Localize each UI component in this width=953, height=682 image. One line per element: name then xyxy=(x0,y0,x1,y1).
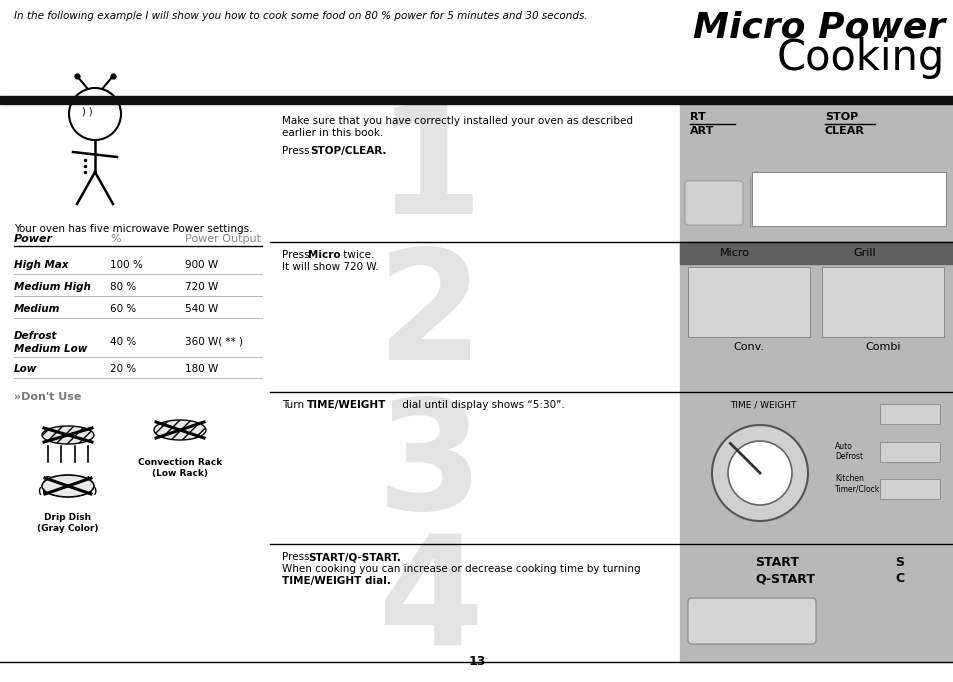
Bar xyxy=(679,242,953,264)
FancyBboxPatch shape xyxy=(687,598,815,644)
Bar xyxy=(821,267,943,337)
Text: Drip Dish: Drip Dish xyxy=(45,513,91,522)
Circle shape xyxy=(727,441,791,505)
Text: 1: 1 xyxy=(376,98,482,246)
Text: 360 W( ** ): 360 W( ** ) xyxy=(185,337,243,347)
Text: Micro: Micro xyxy=(308,250,340,260)
Ellipse shape xyxy=(153,420,206,440)
Text: (High Rack): (High Rack) xyxy=(38,487,97,496)
Text: Press: Press xyxy=(282,146,313,156)
Text: (Gray Color): (Gray Color) xyxy=(37,524,99,533)
Text: 13: 13 xyxy=(468,655,485,668)
Text: TIME/WEIGHT dial.: TIME/WEIGHT dial. xyxy=(282,576,391,586)
Text: ) ): ) ) xyxy=(82,107,92,117)
Text: %: % xyxy=(110,234,120,244)
Text: 20 %: 20 % xyxy=(110,364,136,374)
Bar xyxy=(879,479,939,499)
Text: Cooking: Cooking xyxy=(776,37,944,79)
Ellipse shape xyxy=(42,426,94,444)
Text: TIME / WEIGHT: TIME / WEIGHT xyxy=(729,400,796,409)
Text: 40 %: 40 % xyxy=(110,337,136,347)
Text: High Max: High Max xyxy=(14,260,69,270)
Text: When cooking you can increase or decrease cooking time by turning: When cooking you can increase or decreas… xyxy=(282,564,640,574)
Text: Low: Low xyxy=(14,364,37,374)
Bar xyxy=(679,544,953,662)
Bar xyxy=(687,267,809,337)
Bar xyxy=(879,442,939,462)
Text: 900 W: 900 W xyxy=(185,260,218,270)
Text: 80 %: 80 % xyxy=(110,282,136,292)
Text: 100 %: 100 % xyxy=(110,260,143,270)
Text: Combi: Combi xyxy=(864,342,900,352)
Text: Make sure that you have correctly installed your oven as described: Make sure that you have correctly instal… xyxy=(282,116,633,126)
Text: Micro: Micro xyxy=(720,248,749,258)
Text: Convection Rack: Convection Rack xyxy=(138,458,222,467)
Text: Medium Low: Medium Low xyxy=(14,344,88,354)
Text: Q-START: Q-START xyxy=(754,572,814,585)
Text: Auto
Defrost: Auto Defrost xyxy=(834,442,862,462)
Text: Grill Rack: Grill Rack xyxy=(44,476,92,485)
Bar xyxy=(751,172,945,226)
Text: Conv.: Conv. xyxy=(733,342,763,352)
Text: Medium High: Medium High xyxy=(14,282,91,292)
Text: CLEAR: CLEAR xyxy=(824,126,864,136)
Text: Micro Power: Micro Power xyxy=(692,10,944,44)
Text: START/Q-START.: START/Q-START. xyxy=(308,552,400,562)
Text: STOP: STOP xyxy=(824,112,858,122)
Text: START: START xyxy=(754,556,799,569)
Text: TIME/WEIGHT: TIME/WEIGHT xyxy=(307,400,386,410)
Text: In the following example I will show you how to cook some food on 80 % power for: In the following example I will show you… xyxy=(14,11,587,21)
Text: RT: RT xyxy=(689,112,705,122)
Text: Power Output: Power Output xyxy=(185,234,261,244)
Text: Turn: Turn xyxy=(282,400,307,410)
Text: STOP/CLEAR.: STOP/CLEAR. xyxy=(310,146,386,156)
Text: Kitchen
Timer/Clock: Kitchen Timer/Clock xyxy=(834,474,880,493)
Text: Press: Press xyxy=(282,552,313,562)
Text: (Low Rack): (Low Rack) xyxy=(152,469,208,478)
Text: Power: Power xyxy=(14,234,53,244)
Bar xyxy=(679,242,953,392)
Text: 720 W: 720 W xyxy=(185,282,218,292)
Text: ART: ART xyxy=(689,126,714,136)
Text: twice.: twice. xyxy=(339,250,374,260)
Text: 540 W: 540 W xyxy=(185,304,218,314)
Text: Your oven has five microwave Power settings.: Your oven has five microwave Power setti… xyxy=(14,224,253,234)
Text: 3: 3 xyxy=(376,394,482,542)
Bar xyxy=(0,96,953,104)
Text: 180 W: 180 W xyxy=(185,364,218,374)
Text: 4: 4 xyxy=(376,529,482,677)
Text: 2: 2 xyxy=(376,243,482,391)
Bar xyxy=(679,392,953,544)
Ellipse shape xyxy=(42,475,94,497)
Text: Grill: Grill xyxy=(853,248,876,258)
Circle shape xyxy=(711,425,807,521)
FancyBboxPatch shape xyxy=(684,181,742,225)
Text: earlier in this book.: earlier in this book. xyxy=(282,128,383,138)
Text: It will show 720 W.: It will show 720 W. xyxy=(282,262,378,272)
Text: dial until display shows “5:30”.: dial until display shows “5:30”. xyxy=(398,400,564,410)
Text: S: S xyxy=(894,556,903,569)
Bar xyxy=(879,404,939,424)
Text: Medium: Medium xyxy=(14,304,60,314)
Bar xyxy=(679,104,953,242)
Text: C: C xyxy=(894,572,903,585)
Text: 60 %: 60 % xyxy=(110,304,136,314)
Text: Defrost: Defrost xyxy=(14,331,57,341)
Text: Press: Press xyxy=(282,250,313,260)
Text: »Don't Use: »Don't Use xyxy=(14,392,81,402)
